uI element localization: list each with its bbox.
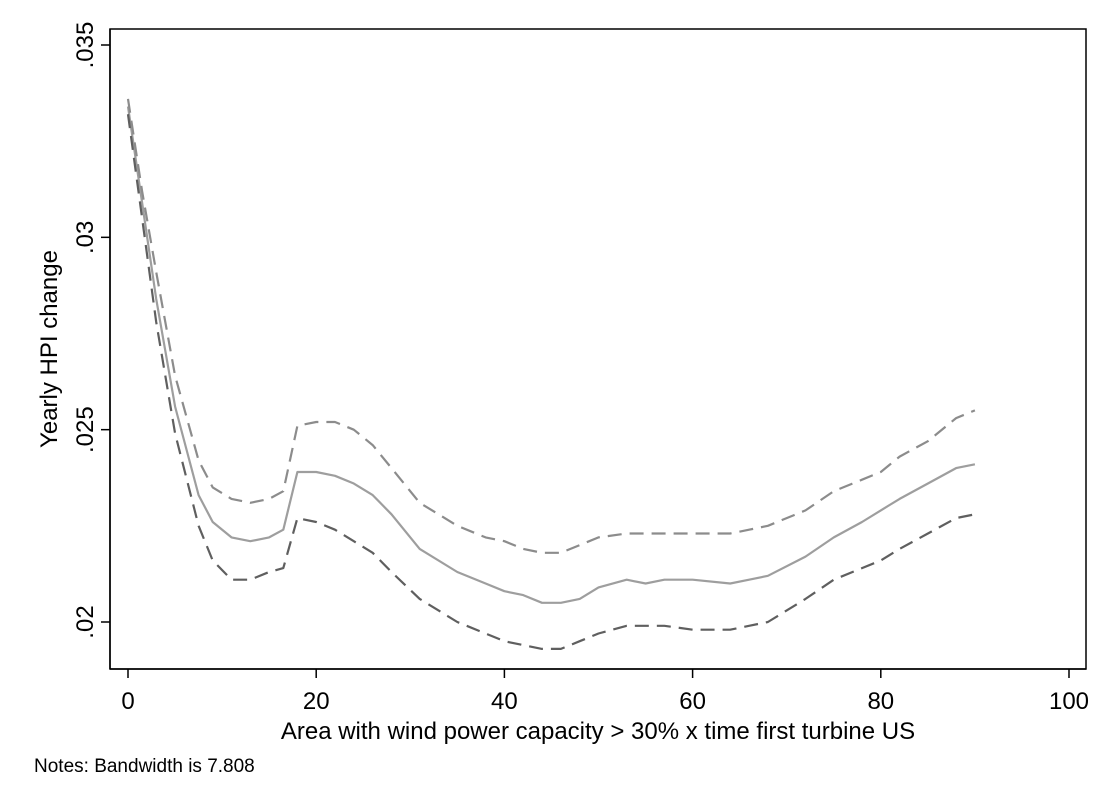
x-tick-label: 20 <box>303 688 330 715</box>
chart-note: Notes: Bandwidth is 7.808 <box>34 756 255 777</box>
x-tick-label: 0 <box>121 688 134 715</box>
x-tick-label: 80 <box>867 688 894 715</box>
lower-ci-line <box>126 114 976 650</box>
y-tick-label: .035 <box>72 22 99 69</box>
plot-area-frame <box>109 28 1087 670</box>
y-tick-label: .025 <box>72 406 99 453</box>
x-tick-label: 100 <box>1049 688 1089 715</box>
upper-ci-line <box>126 98 976 554</box>
x-tick-label: 60 <box>679 688 706 715</box>
y-tick-label: .02 <box>72 605 99 638</box>
x-tick-label: 40 <box>491 688 518 715</box>
y-axis-label: Yearly HPI change <box>36 250 63 448</box>
x-axis: 0 20 40 60 80 100 <box>110 668 1089 715</box>
series-layer <box>126 98 976 650</box>
x-axis-label: Area with wind power capacity > 30% x ti… <box>281 718 915 745</box>
fitted-line <box>126 106 976 604</box>
y-tick-label: .03 <box>72 221 99 254</box>
y-axis: .02 .025 .03 .035 <box>72 22 111 669</box>
